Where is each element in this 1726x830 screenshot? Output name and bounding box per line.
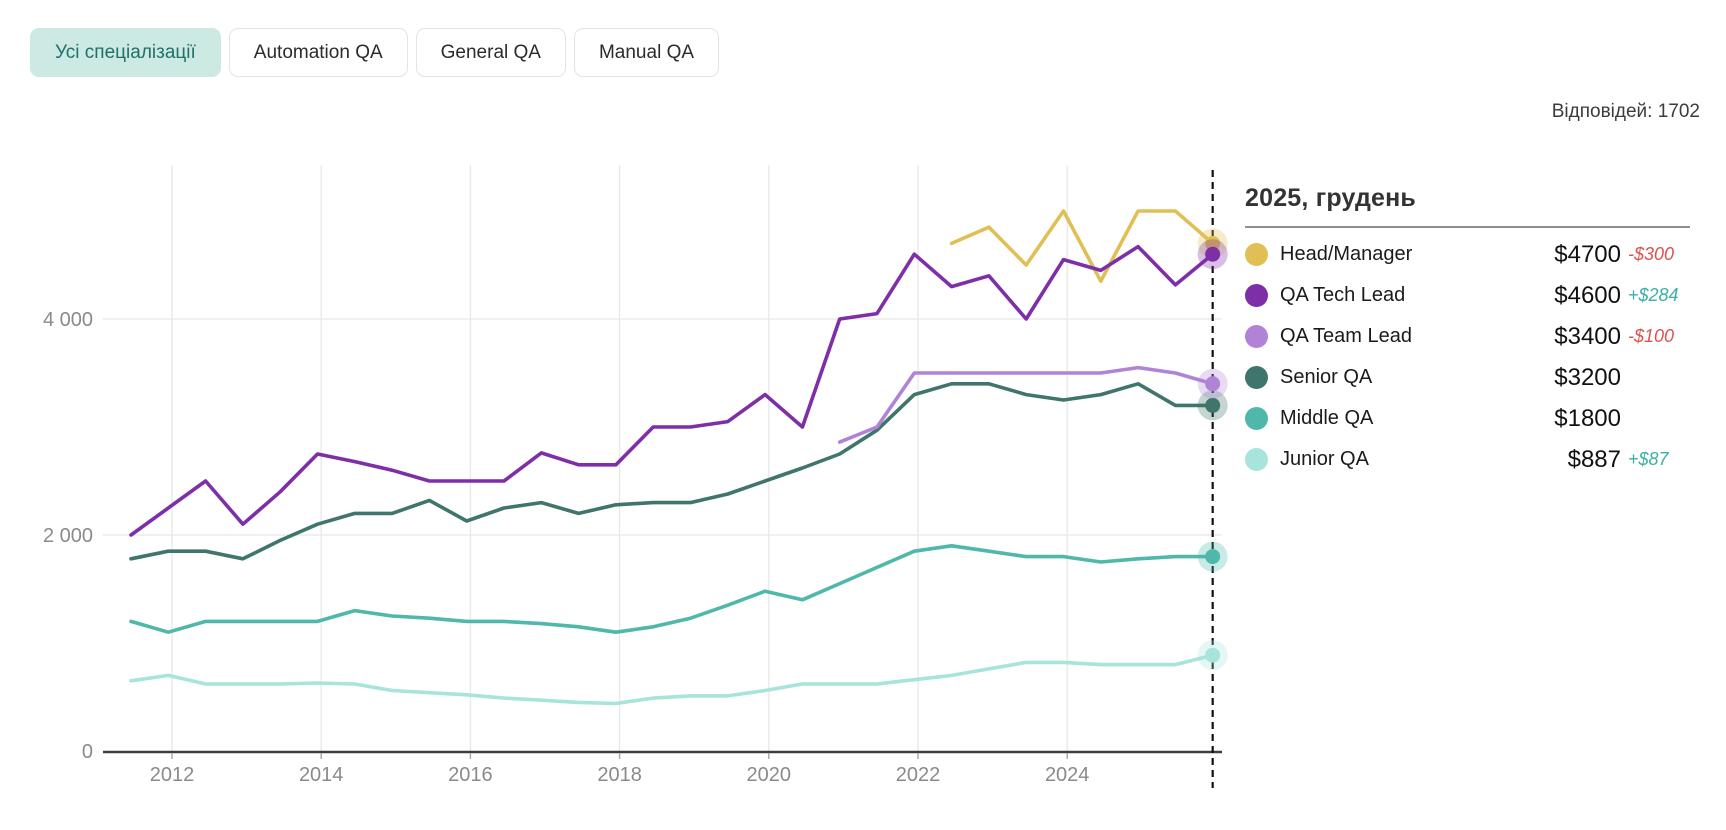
legend-divider [1245, 226, 1690, 228]
legend-row-head-manager[interactable]: Head/Manager $4700 -$300 [1245, 234, 1690, 275]
svg-text:2020: 2020 [747, 764, 792, 786]
svg-text:4 000: 4 000 [43, 309, 93, 331]
series-label: Senior QA [1280, 366, 1373, 388]
legend-row-qa-team-lead[interactable]: QA Team Lead $3400 -$100 [1245, 316, 1690, 357]
specialization-tabs: Усі спеціалізації Automation QA General … [30, 28, 720, 77]
tab-automation-qa[interactable]: Automation QA [228, 28, 408, 77]
series-delta: +$87 [1628, 449, 1669, 469]
legend-panel: 2025, грудень Head/Manager $4700 -$300 Q… [1245, 184, 1690, 480]
tab-general-qa[interactable]: General QA [415, 28, 566, 77]
legend-row-senior-qa[interactable]: Senior QA $3200 [1245, 357, 1690, 398]
senior-qa-dot-icon [1245, 366, 1268, 389]
series-value: $4600 [1554, 281, 1621, 309]
series-label: Junior QA [1280, 448, 1369, 470]
series-delta: -$300 [1628, 244, 1675, 264]
series-delta: -$100 [1628, 326, 1675, 346]
svg-text:0: 0 [82, 741, 93, 763]
middle-qa-dot-icon [1245, 407, 1268, 430]
svg-text:2016: 2016 [448, 764, 493, 786]
svg-text:2 000: 2 000 [43, 525, 93, 547]
svg-text:2012: 2012 [150, 764, 195, 786]
series-value: $4700 [1554, 240, 1621, 268]
series-label: QA Team Lead [1280, 325, 1412, 347]
svg-text:2022: 2022 [896, 764, 941, 786]
tab-manual-qa[interactable]: Manual QA [573, 28, 720, 77]
svg-text:2018: 2018 [597, 764, 642, 786]
series-value: $1800 [1554, 404, 1621, 432]
legend-row-qa-tech-lead[interactable]: QA Tech Lead $4600 +$284 [1245, 275, 1690, 316]
legend-row-junior-qa[interactable]: Junior QA $887 +$87 [1245, 439, 1690, 480]
qa-team-lead-dot-icon [1245, 325, 1268, 348]
tab-all-specializations[interactable]: Усі спеціалізації [30, 28, 221, 77]
series-value: $887 [1567, 445, 1621, 473]
svg-text:2014: 2014 [299, 764, 344, 786]
series-delta: +$284 [1628, 285, 1679, 305]
responses-count: Відповідей: 1702 [1551, 101, 1700, 122]
head-manager-dot-icon [1245, 243, 1268, 266]
series-label: Head/Manager [1280, 243, 1413, 265]
legend-date-title: 2025, грудень [1245, 184, 1416, 212]
legend-row-middle-qa[interactable]: Middle QA $1800 [1245, 398, 1690, 439]
series-value: $3400 [1554, 322, 1621, 350]
qa-tech-lead-dot-icon [1245, 284, 1268, 307]
series-value: $3200 [1554, 363, 1621, 391]
svg-text:2024: 2024 [1045, 764, 1090, 786]
series-label: Middle QA [1280, 407, 1374, 429]
series-label: QA Tech Lead [1280, 284, 1406, 306]
junior-qa-dot-icon [1245, 448, 1268, 471]
